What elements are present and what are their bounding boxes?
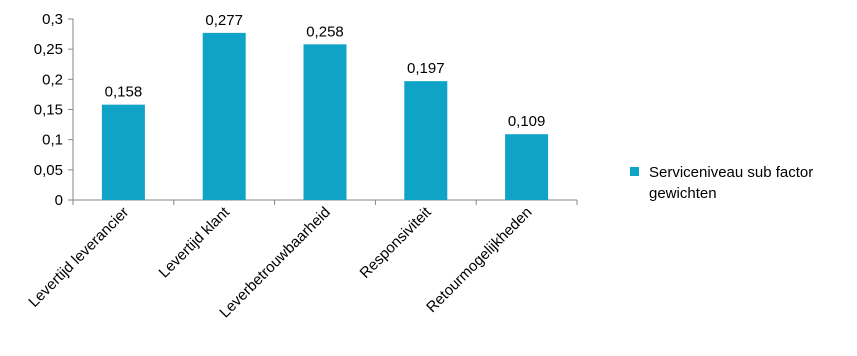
- data-label: 0,158: [105, 84, 143, 101]
- category-label: Levertijd klant: [156, 203, 234, 281]
- bar: [101, 104, 145, 200]
- bar: [303, 44, 347, 201]
- category-label: Responsiviteit: [357, 203, 436, 282]
- y-tick-label: 0,3: [42, 11, 63, 28]
- bars: [101, 32, 549, 201]
- legend-label-line2: gewichten: [649, 185, 717, 202]
- bar: [404, 81, 448, 200]
- data-label: 0,258: [306, 23, 344, 40]
- data-labels: 0,158 0,277 0,258 0,197 0,109: [105, 12, 546, 130]
- y-tick-label: 0,2: [42, 71, 63, 88]
- category-label: Retourmogelijkheden: [423, 204, 535, 316]
- y-tick-label: 0,15: [34, 102, 63, 119]
- y-tick-label: 0,1: [42, 132, 63, 149]
- legend-label-line1: Serviceniveau sub factor: [649, 164, 813, 181]
- y-tick-label: 0: [55, 192, 63, 209]
- category-labels: Levertijd leverancier Levertijd klantLeve…: [25, 203, 535, 321]
- legend-swatch: [630, 167, 639, 176]
- category-label: Levertijd leverancier: [25, 204, 132, 311]
- y-tick-label: 0,25: [34, 41, 63, 58]
- data-label: 0,109: [508, 113, 546, 130]
- bar: [505, 134, 549, 200]
- legend: Serviceniveau sub factor gewichten: [630, 164, 813, 202]
- data-label: 0,277: [205, 12, 243, 29]
- y-axis: 0 0,05 0,1 0,15 0,2 0,25 0,3: [34, 11, 74, 209]
- bar: [202, 32, 246, 201]
- x-axis: [72, 199, 578, 205]
- category-label: Leverbetrouwbaarheid: [216, 204, 334, 322]
- y-tick-label: 0,05: [34, 162, 63, 179]
- data-label: 0,197: [407, 60, 445, 77]
